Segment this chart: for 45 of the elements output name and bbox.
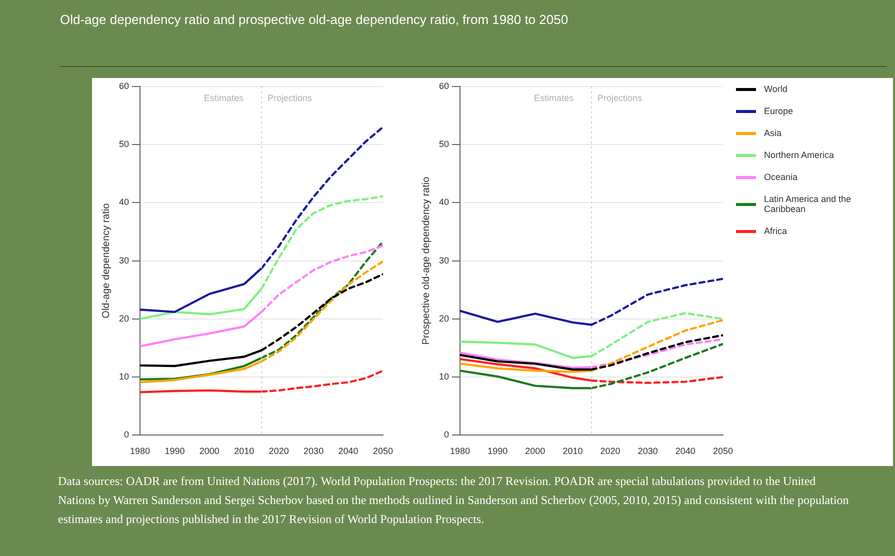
legend-label: Northern America xyxy=(764,150,836,160)
x-tick-label: 2050 xyxy=(372,446,394,456)
annotation: Projections xyxy=(268,92,313,103)
x-tick-label: 2030 xyxy=(304,446,324,456)
y-tick-label: 60 xyxy=(118,80,130,91)
text: Data sources: OADR are from United Nations (2017). World Population Prospects: the 2017 Revision. POADR are special tabulations provided to the United Nations by Warren Sanderson and Sergei Scherbov based on the methods outlined in Sanderson and Scherbov (2005, 2010, 2015) and consistent with the population estimates and projections published in the 2017 Revision of World Population Prospects. xyxy=(58,473,850,528)
y-tick-label: 50 xyxy=(118,139,130,150)
x-tick-label: 2030 xyxy=(638,446,658,456)
x-tick-label: 1990 xyxy=(488,446,508,456)
x-tick-label: 1990 xyxy=(164,446,185,456)
annotation: Estimates xyxy=(204,92,244,103)
x-tick-label: 1980 xyxy=(450,446,470,456)
x-tick-label: 2050 xyxy=(712,446,734,456)
y-tick-label: 0 xyxy=(444,430,450,440)
annotation: Estimates xyxy=(534,92,574,103)
legend-label: Africa xyxy=(764,226,788,236)
y-tick-label: 30 xyxy=(118,255,130,266)
y-tick-label: 60 xyxy=(438,80,450,91)
x-tick-label: 2010 xyxy=(234,446,254,456)
y-tick-label: 0 xyxy=(124,430,130,440)
y-axis-title: Old-age dependency ratio xyxy=(100,202,112,318)
x-tick-label: 2040 xyxy=(675,446,696,456)
legend-label: Europe xyxy=(764,106,794,116)
x-tick-label: 2020 xyxy=(600,446,620,456)
x-tick-label: 2020 xyxy=(268,446,289,456)
y-axis-title: Prospective old-age dependency ratio xyxy=(420,176,432,345)
y-tick-label: 20 xyxy=(438,313,450,324)
x-tick-label: 2010 xyxy=(562,446,583,456)
x-tick-label: 2000 xyxy=(199,446,220,456)
annotation: Projections xyxy=(598,92,643,103)
y-tick-label: 50 xyxy=(438,139,450,150)
x-tick-label: 2040 xyxy=(338,446,358,456)
x-tick-label: 2000 xyxy=(525,446,546,456)
y-tick-label: 10 xyxy=(438,372,450,382)
y-tick-label: 30 xyxy=(438,255,450,266)
legend-label: Latin America and the Caribbean xyxy=(764,194,852,214)
chart-title: Old-age dependency ratio and prospective old-age dependency ratio, from 1980 to 2050 xyxy=(60,12,568,27)
legend-label: Oceania xyxy=(764,172,799,182)
legend-label: World xyxy=(764,84,788,94)
x-tick-label: 1980 xyxy=(130,446,150,456)
legend-label: Asia xyxy=(764,128,783,138)
y-tick-label: 10 xyxy=(118,372,130,382)
y-tick-label: 40 xyxy=(118,197,130,208)
y-tick-label: 40 xyxy=(438,197,450,208)
y-tick-label: 20 xyxy=(118,313,130,324)
